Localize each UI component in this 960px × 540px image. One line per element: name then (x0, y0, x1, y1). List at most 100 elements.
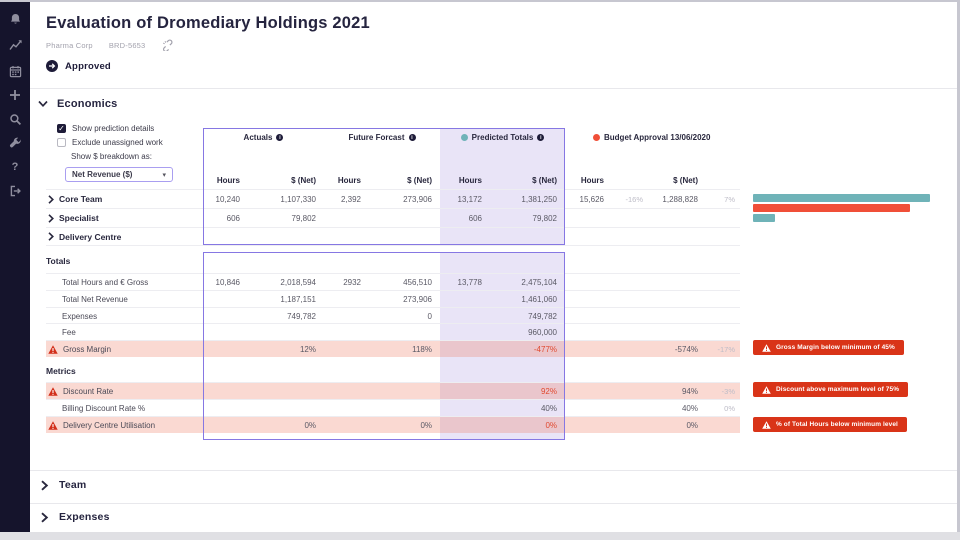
cell-p-net: 960,000 (528, 327, 557, 337)
cell-p-net: 1,381,250 (521, 194, 557, 204)
section-economics-header[interactable]: Economics (38, 98, 118, 110)
col-future-hours: Hours (337, 175, 361, 185)
table-row[interactable]: Delivery Centre (46, 227, 740, 246)
cell-p-net: -477% (533, 344, 557, 354)
cell-a-net: 0% (304, 420, 316, 430)
row-label-text: Total Hours and € Gross (62, 277, 149, 287)
row-label-text: Expenses (62, 311, 98, 321)
cell-a-net: 2,018,594 (280, 277, 316, 287)
divider (30, 88, 957, 89)
actuals-label: Actuals (243, 133, 273, 142)
cell-b-net-delta: 0% (724, 403, 735, 413)
warning-icon (48, 386, 58, 396)
col-predicted-hours: Hours (458, 175, 482, 185)
table-row: Expenses 749,782 0 749,782 (46, 307, 740, 324)
cell-b-net-delta: -17% (717, 344, 735, 354)
cell-b-net: 40% (681, 403, 698, 413)
breadcrumb: Pharma Corp BRD-5653 (46, 39, 173, 51)
cell-b-hours: 15,626 (579, 194, 604, 204)
table-row: Delivery Centre Utilisation 0% 0% 0% 0% (46, 416, 740, 433)
col-budget-net: $ (Net) (673, 175, 698, 185)
row-label: Total Net Revenue (46, 295, 203, 304)
status-badge[interactable]: Approved (46, 60, 111, 72)
alert-badge-text: Discount above maximum level of 75% (776, 386, 900, 393)
section-team-label: Team (59, 479, 87, 491)
row-label: Fee (46, 328, 203, 337)
cell-p-net: 2,475,104 (521, 277, 557, 287)
cell-b-hours-delta: -16% (625, 194, 643, 204)
cell-a-net: 12% (299, 344, 316, 354)
unlink-icon[interactable] (161, 39, 173, 51)
info-icon[interactable]: i (537, 134, 545, 141)
breakdown-label: Show $ breakdown as: (71, 152, 152, 161)
alert-badge: Discount above maximum level of 75% (753, 382, 909, 397)
cell-a-hours: 10,846 (215, 277, 240, 287)
predicted-column-highlight (440, 252, 565, 440)
info-icon[interactable]: i (276, 134, 284, 141)
row-label: Specialist (46, 213, 203, 223)
row-label-text: Discount Rate (63, 386, 114, 396)
col-predicted-net: $ (Net) (532, 175, 557, 185)
table-row[interactable]: Core Team 10,240 1,107,330 2,392 273,906 13,1… (46, 189, 740, 208)
cell-a-net: 749,782 (287, 311, 316, 321)
alert-badge: % of Total Hours below minimum level (753, 417, 907, 432)
section-expenses-header[interactable]: Expenses (40, 511, 110, 523)
row-label-text: Delivery Centre Utilisation (63, 420, 156, 430)
plus-icon[interactable] (8, 88, 22, 102)
cell-p-net: 749,782 (528, 311, 557, 321)
row-label-text: Total Net Revenue (62, 294, 128, 304)
status-arrow-icon (46, 60, 58, 72)
checkbox-checked-icon[interactable]: ✓ (57, 124, 66, 133)
help-icon[interactable]: ? (8, 160, 22, 174)
section-team-header[interactable]: Team (40, 479, 86, 491)
cell-p-net: 0% (545, 420, 557, 430)
line-chart-icon[interactable] (8, 38, 22, 52)
calendar-icon[interactable] (8, 64, 22, 78)
sidebar: ? (0, 2, 30, 532)
window-bottom-border (0, 532, 960, 540)
section-economics-label: Economics (57, 98, 118, 110)
row-label: Gross Margin (46, 345, 203, 354)
divider (30, 503, 957, 504)
cell-a-hours: 606 (226, 213, 240, 223)
cell-b-net: 94% (681, 386, 698, 396)
window-top-border (0, 0, 960, 2)
show-prediction-control[interactable]: ✓ Show prediction details (57, 124, 154, 133)
table-row: Billing Discount Rate % 40% 40% 0% (46, 399, 740, 416)
cell-a-net: 1,187,151 (280, 294, 316, 304)
breakdown-label-row: Show $ breakdown as: (71, 152, 152, 161)
row-label-text: Billing Discount Rate % (62, 403, 146, 413)
sign-out-icon[interactable] (8, 184, 22, 198)
cell-p-net: 92% (540, 386, 557, 396)
cell-p-net: 1,461,060 (521, 294, 557, 304)
wrench-icon[interactable] (8, 136, 22, 150)
cell-p-hours: 606 (468, 213, 482, 223)
future-forcast-label: Future Forcast (348, 133, 405, 142)
table-row: Discount Rate 92% 94% -3% (46, 382, 740, 399)
row-label: Delivery Centre Utilisation (46, 421, 203, 430)
cell-f-net: 0 (427, 311, 432, 321)
row-label-text: Core Team (59, 194, 103, 204)
exclude-unassigned-control[interactable]: Exclude unassigned work (57, 138, 163, 147)
info-icon[interactable]: i (408, 134, 416, 141)
breakdown-select[interactable]: Net Revenue ($) ▾ (65, 167, 173, 182)
page-title: Evaluation of Dromediary Holdings 2021 (46, 14, 370, 32)
chevron-right-icon (48, 232, 54, 241)
table-row[interactable]: Specialist 606 79,802 606 79,802 (46, 208, 740, 227)
search-icon[interactable] (8, 112, 22, 126)
hours-comparison-bar (753, 194, 930, 202)
row-label: Total Hours and € Gross (46, 278, 203, 287)
cell-b-net-delta: -3% (721, 386, 735, 396)
predicted-column-highlight (440, 128, 565, 245)
checkbox-unchecked-icon[interactable] (57, 138, 66, 147)
cell-p-hours: 13,172 (457, 194, 482, 204)
bell-icon[interactable] (8, 12, 22, 26)
chevron-right-icon (41, 511, 49, 523)
column-group-predicted: Predicted Totals i (440, 133, 565, 142)
cell-p-net: 79,802 (532, 213, 557, 223)
alert-badge: Gross Margin below minimum of 45% (753, 340, 904, 355)
caret-down-icon: ▾ (162, 171, 166, 179)
row-label-text: Delivery Centre (59, 231, 122, 242)
chevron-right-icon (41, 479, 49, 491)
